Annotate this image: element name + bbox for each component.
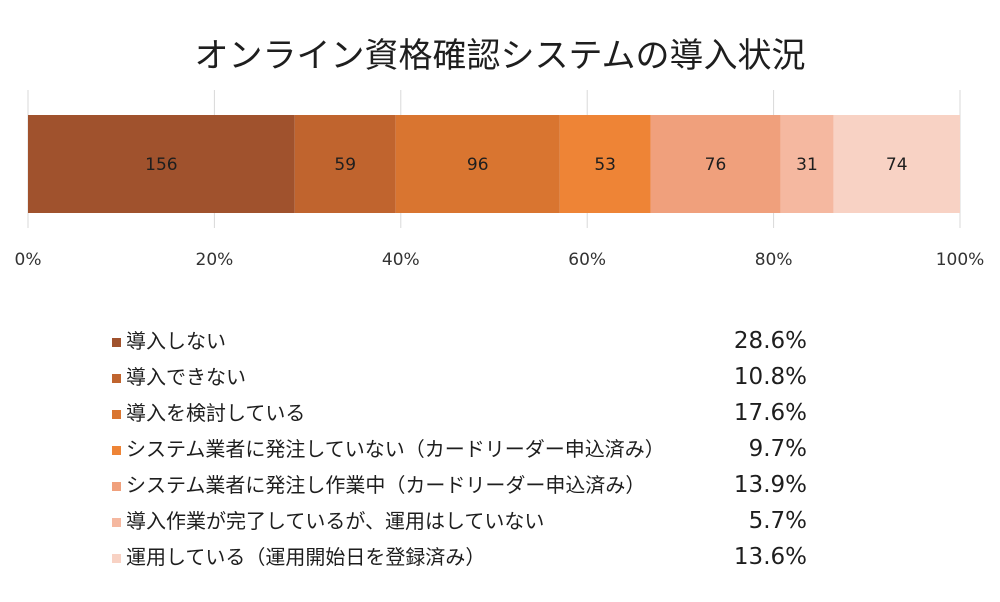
legend-swatch	[112, 446, 121, 455]
legend-item: 導入を検討している 17.6%	[112, 398, 812, 434]
legend-label: システム業者に発注していない（カードリーダー申込済み）	[126, 437, 665, 461]
bar-segment	[650, 115, 781, 213]
legend-item: 導入作業が完了しているが、運用はしていない 5.7%	[112, 506, 812, 542]
legend-item: システム業者に発注していない（カードリーダー申込済み） 9.7%	[112, 434, 812, 470]
bar-segment	[780, 115, 834, 213]
legend-percent: 13.9%	[733, 472, 807, 498]
data-labels: 156 59 96 53 76 31 74	[145, 155, 907, 175]
x-tick-label: 60%	[568, 250, 606, 270]
data-label: 74	[886, 155, 908, 175]
legend-percent: 13.6%	[733, 544, 807, 570]
x-tick-label: 0%	[15, 250, 42, 270]
legend-percent: 28.6%	[733, 328, 807, 354]
legend-swatch	[112, 518, 121, 527]
legend: 導入しない 28.6% 導入できない 10.8% 導入を検討している 17.6% システム業…	[112, 326, 812, 578]
bar-segment	[559, 115, 651, 213]
legend-item: 運用している（運用開始日を登録済み） 13.6%	[112, 542, 812, 578]
x-tick-label: 40%	[382, 250, 420, 270]
data-label: 96	[467, 155, 489, 175]
legend-swatch	[112, 554, 121, 563]
legend-percent: 9.7%	[748, 436, 807, 462]
legend-label: 運用している（運用開始日を登録済み）	[126, 545, 486, 569]
legend-label: 導入作業が完了しているが、運用はしていない	[126, 509, 545, 533]
legend-item: 導入できない 10.8%	[112, 362, 812, 398]
legend-label: 導入しない	[126, 329, 226, 353]
legend-swatch	[112, 338, 121, 347]
bar-segment	[28, 115, 295, 213]
legend-swatch	[112, 482, 121, 491]
legend-percent: 17.6%	[733, 400, 807, 426]
legend-item: システム業者に発注し作業中（カードリーダー申込済み） 13.9%	[112, 470, 812, 506]
data-label: 31	[796, 155, 818, 175]
legend-label: 導入できない	[126, 365, 246, 389]
data-label: 76	[705, 155, 727, 175]
legend-percent: 5.7%	[748, 508, 807, 534]
bar-segment	[294, 115, 396, 213]
chart-title: オンライン資格確認システムの導入状況	[194, 36, 806, 76]
legend-item: 導入しない 28.6%	[112, 326, 812, 362]
data-label: 156	[145, 155, 177, 175]
data-label: 53	[594, 155, 616, 175]
bar-segment	[395, 115, 560, 213]
bar-segment	[833, 115, 960, 213]
x-tick-label: 20%	[196, 250, 234, 270]
legend-swatch	[112, 410, 121, 419]
legend-swatch	[112, 374, 121, 383]
x-tick-label: 100%	[936, 250, 985, 270]
data-label: 59	[334, 155, 356, 175]
legend-label: 導入を検討している	[126, 401, 306, 425]
x-axis-ticks: 0% 20% 40% 60% 80% 100%	[15, 250, 985, 270]
bar-segments	[28, 115, 960, 213]
legend-percent: 10.8%	[733, 364, 807, 390]
legend-label: システム業者に発注し作業中（カードリーダー申込済み）	[126, 473, 646, 497]
x-tick-label: 80%	[755, 250, 793, 270]
stacked-bar-plot: 156 59 96 53 76 31 74 0% 20% 40% 60% 80% 100%	[15, 90, 985, 270]
